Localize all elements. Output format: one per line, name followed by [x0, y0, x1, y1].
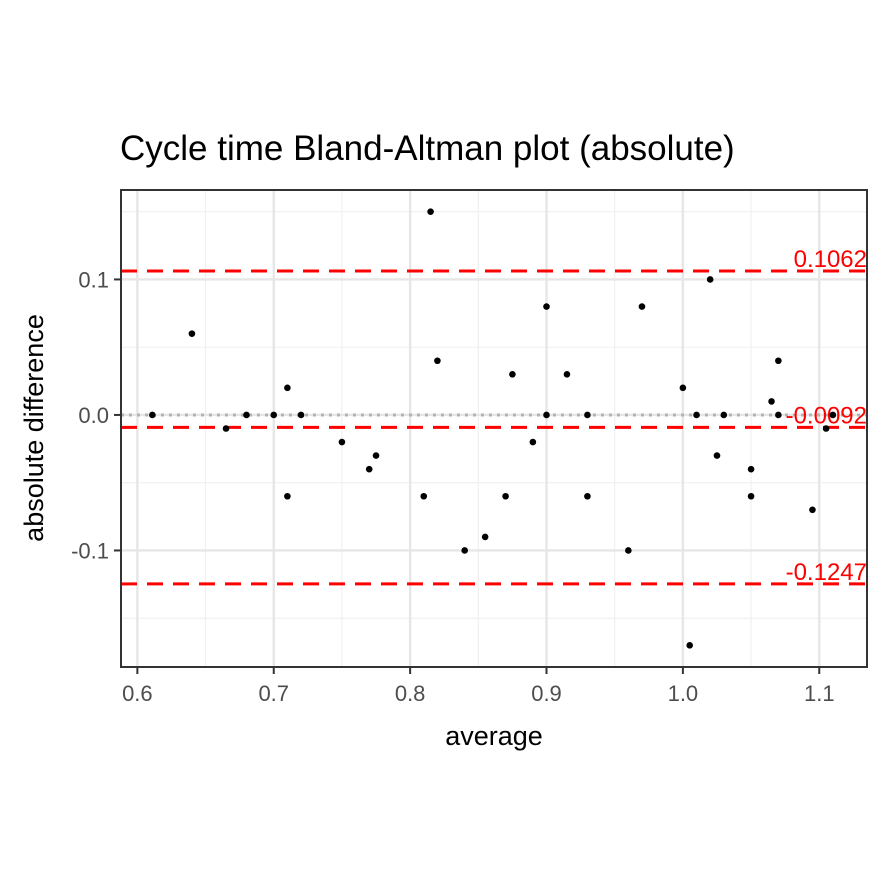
data-point: [509, 370, 516, 378]
x-tick-label: 1.0: [668, 681, 699, 706]
y-tick-label: 0.0: [78, 403, 109, 428]
x-axis: 0.6 0.7 0.8 0.9 1.0 1.1: [122, 667, 835, 706]
data-point: [720, 411, 728, 419]
data-point: [222, 425, 230, 432]
data-point: [625, 547, 632, 554]
data-point: [543, 303, 550, 310]
y-axis: -0.1 0.0 0.1: [71, 267, 121, 563]
data-points: [149, 208, 837, 649]
data-point: [338, 438, 346, 446]
data-point: [284, 384, 291, 392]
data-point: [563, 370, 571, 378]
data-point: [747, 492, 755, 500]
data-point: [365, 465, 373, 473]
data-point: [243, 411, 250, 419]
data-point: [829, 411, 837, 419]
chart-title: Cycle time Bland-Altman plot (absolute): [120, 129, 735, 168]
x-tick-label: 0.6: [122, 681, 153, 706]
reference-line-label: -0.1247: [786, 559, 867, 586]
data-point: [188, 330, 196, 337]
data-point: [747, 465, 755, 473]
data-point: [809, 506, 816, 514]
data-point: [434, 357, 441, 365]
data-point: [584, 411, 591, 419]
data-point: [638, 303, 646, 310]
panel-border: [120, 189, 868, 668]
reference-lines: 0.1062 -0.0092 -0.1247: [121, 246, 867, 586]
data-point: [584, 492, 591, 500]
data-point: [706, 276, 714, 283]
data-point: [297, 411, 305, 419]
data-point: [502, 492, 509, 500]
y-axis-title: absolute difference: [19, 314, 49, 542]
data-point: [686, 642, 694, 649]
data-point: [461, 547, 468, 554]
x-tick-label: 0.8: [395, 681, 426, 706]
x-tick-label: 0.7: [258, 681, 289, 706]
data-point: [481, 533, 489, 541]
data-point: [775, 357, 782, 365]
data-point: [693, 411, 700, 419]
data-point: [270, 411, 278, 419]
data-point: [775, 411, 782, 419]
reference-line-label: 0.1062: [794, 246, 867, 273]
x-axis-title: average: [445, 721, 543, 751]
y-tick-label: 0.1: [78, 267, 109, 292]
y-tick-label: -0.1: [71, 538, 109, 563]
data-point: [529, 438, 537, 446]
x-tick-label: 1.1: [804, 681, 835, 706]
data-point: [679, 384, 687, 392]
data-point: [713, 452, 721, 459]
grid-layer: [121, 190, 867, 667]
data-point: [372, 452, 380, 459]
data-point: [427, 208, 434, 215]
data-point: [543, 411, 550, 419]
x-tick-label: 0.9: [531, 681, 562, 706]
reference-line-label: -0.0092: [786, 402, 867, 429]
data-point: [822, 425, 830, 432]
data-point: [149, 411, 156, 419]
data-point: [420, 492, 428, 500]
data-point: [284, 492, 291, 500]
data-point: [768, 398, 775, 405]
